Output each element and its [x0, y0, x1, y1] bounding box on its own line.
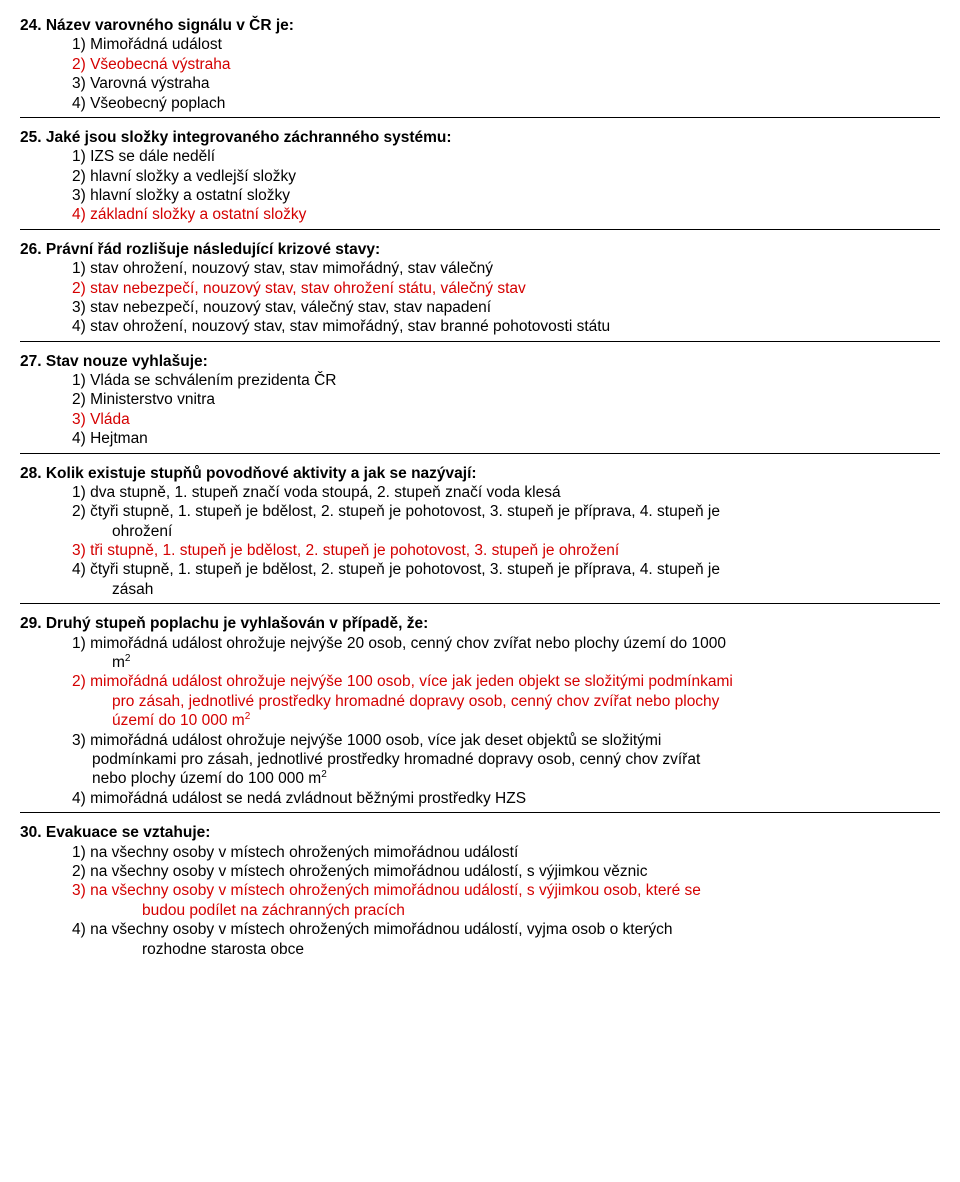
q24-opt1: 1) Mimořádná událost [72, 35, 940, 54]
divider [20, 229, 940, 230]
q29-opt1-line2: m2 [72, 653, 940, 673]
q29-opt1-line1: 1) mimořádná událost ohrožuje nejvýše 20… [72, 634, 940, 653]
question-24-title: 24. Název varovného signálu v ČR je: [20, 16, 940, 35]
q29-opt3-line3: nebo plochy území do 100 000 m2 [72, 769, 940, 789]
question-24: 24. Název varovného signálu v ČR je: 1) … [20, 16, 940, 113]
q28-opt3: 3) tři stupně, 1. stupeň je bdělost, 2. … [72, 541, 940, 560]
divider [20, 341, 940, 342]
question-29: 29. Druhý stupeň poplachu je vyhlašován … [20, 614, 940, 808]
question-26: 26. Právní řád rozlišuje následující kri… [20, 240, 940, 337]
divider [20, 117, 940, 118]
question-28: 28. Kolik existuje stupňů povodňové akti… [20, 464, 940, 600]
q25-opt4: 4) základní složky a ostatní složky [72, 205, 940, 224]
divider [20, 812, 940, 813]
question-29-options: 1) mimořádná událost ohrožuje nejvýše 20… [20, 634, 940, 809]
q26-opt4: 4) stav ohrožení, nouzový stav, stav mim… [72, 317, 940, 336]
question-28-title: 28. Kolik existuje stupňů povodňové akti… [20, 464, 940, 483]
q30-opt4-line2: rozhodne starosta obce [72, 940, 940, 959]
divider [20, 453, 940, 454]
question-24-options: 1) Mimořádná událost 2) Všeobecná výstra… [20, 35, 940, 113]
question-27: 27. Stav nouze vyhlašuje: 1) Vláda se sc… [20, 352, 940, 449]
q30-opt4-line1: 4) na všechny osoby v místech ohrožených… [72, 920, 940, 939]
question-26-options: 1) stav ohrožení, nouzový stav, stav mim… [20, 259, 940, 337]
q24-opt3: 3) Varovná výstraha [72, 74, 940, 93]
q28-opt2-line2: ohrožení [72, 522, 940, 541]
q29-opt3-line1: 3) mimořádná událost ohrožuje nejvýše 10… [72, 731, 940, 750]
q27-opt4: 4) Hejtman [72, 429, 940, 448]
question-27-title: 27. Stav nouze vyhlašuje: [20, 352, 940, 371]
divider [20, 603, 940, 604]
q25-opt2: 2) hlavní složky a vedlejší složky [72, 167, 940, 186]
question-29-title: 29. Druhý stupeň poplachu je vyhlašován … [20, 614, 940, 633]
q30-opt3-line1: 3) na všechny osoby v místech ohrožených… [72, 881, 940, 900]
question-30-title: 30. Evakuace se vztahuje: [20, 823, 940, 842]
question-25-options: 1) IZS se dále nedělí 2) hlavní složky a… [20, 147, 940, 225]
q28-opt2-line1: 2) čtyři stupně, 1. stupeň je bdělost, 2… [72, 502, 940, 521]
q30-opt3-line2: budou podílet na záchranných pracích [72, 901, 940, 920]
q26-opt3: 3) stav nebezpečí, nouzový stav, válečný… [72, 298, 940, 317]
q26-opt1: 1) stav ohrožení, nouzový stav, stav mim… [72, 259, 940, 278]
question-26-title: 26. Právní řád rozlišuje následující kri… [20, 240, 940, 259]
q24-opt2: 2) Všeobecná výstraha [72, 55, 940, 74]
q27-opt2: 2) Ministerstvo vnitra [72, 390, 940, 409]
question-25-title: 25. Jaké jsou složky integrovaného záchr… [20, 128, 940, 147]
question-28-options: 1) dva stupně, 1. stupeň značí voda stou… [20, 483, 940, 599]
q28-opt1: 1) dva stupně, 1. stupeň značí voda stou… [72, 483, 940, 502]
q27-opt1: 1) Vláda se schválením prezidenta ČR [72, 371, 940, 390]
question-25: 25. Jaké jsou složky integrovaného záchr… [20, 128, 940, 225]
q25-opt3: 3) hlavní složky a ostatní složky [72, 186, 940, 205]
q29-opt2-line1: 2) mimořádná událost ohrožuje nejvýše 10… [72, 672, 940, 691]
q25-opt1: 1) IZS se dále nedělí [72, 147, 940, 166]
q29-opt4: 4) mimořádná událost se nedá zvládnout b… [72, 789, 940, 808]
q26-opt2: 2) stav nebezpečí, nouzový stav, stav oh… [72, 279, 940, 298]
q29-opt3-line2: podmínkami pro zásah, jednotlivé prostře… [72, 750, 940, 769]
question-30-options: 1) na všechny osoby v místech ohrožených… [20, 843, 940, 959]
q28-opt4-line1: 4) čtyři stupně, 1. stupeň je bdělost, 2… [72, 560, 940, 579]
question-27-options: 1) Vláda se schválením prezidenta ČR 2) … [20, 371, 940, 449]
q28-opt4-line2: zásah [72, 580, 940, 599]
q29-opt2-line2: pro zásah, jednotlivé prostředky hromadn… [72, 692, 940, 711]
q27-opt3: 3) Vláda [72, 410, 940, 429]
q29-opt2-line3: území do 10 000 m2 [72, 711, 940, 731]
q30-opt2: 2) na všechny osoby v místech ohrožených… [72, 862, 940, 881]
question-30: 30. Evakuace se vztahuje: 1) na všechny … [20, 823, 940, 959]
q30-opt1: 1) na všechny osoby v místech ohrožených… [72, 843, 940, 862]
q24-opt4: 4) Všeobecný poplach [72, 94, 940, 113]
